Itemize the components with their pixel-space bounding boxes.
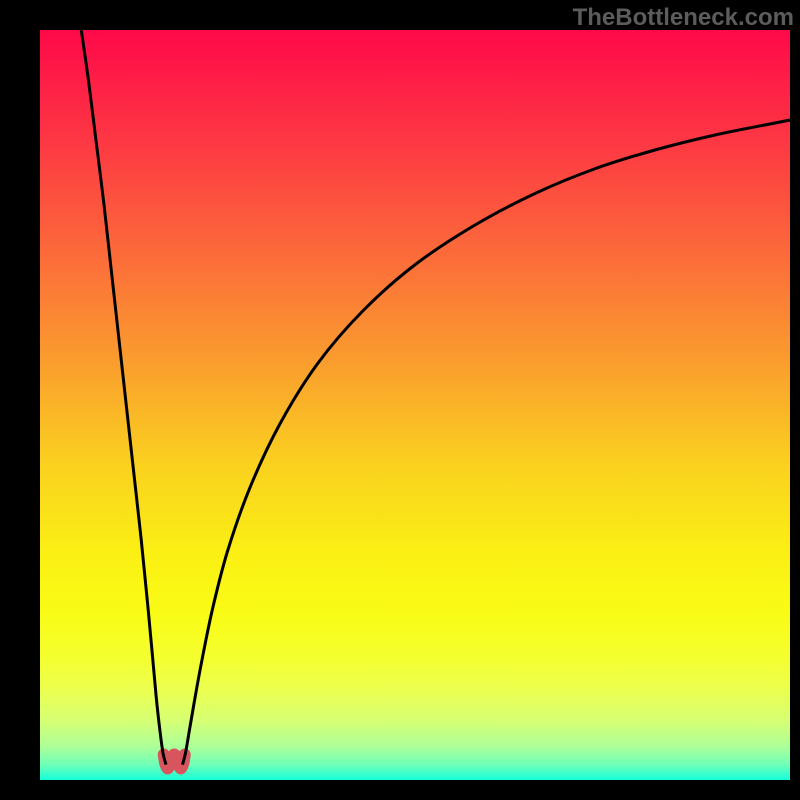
curve-dip-marker: [164, 755, 185, 769]
branding-label: TheBottleneck.com: [573, 4, 794, 32]
bottleneck-chart: [0, 0, 800, 800]
